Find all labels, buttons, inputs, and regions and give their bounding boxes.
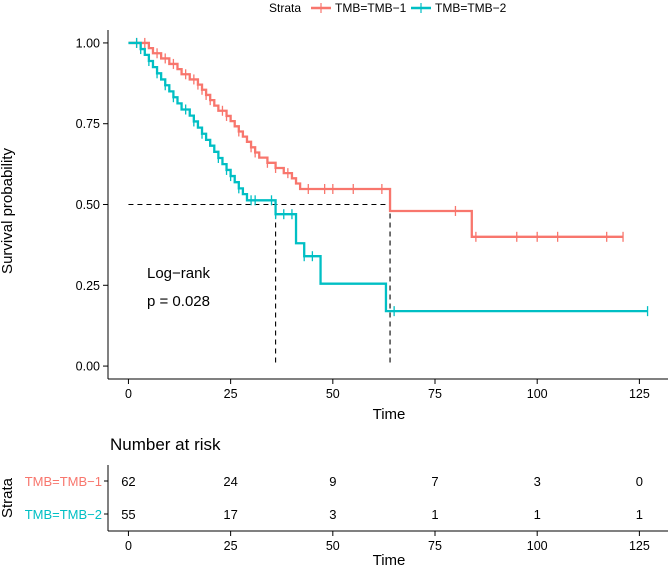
y-tick-label: 1.00 [76,36,100,50]
annotation-logrank: Log−rank [147,265,210,282]
risk-y-axis-label: Strata [0,477,16,518]
x-tick-label: 0 [125,387,132,401]
median-lines [128,203,391,367]
risk-table-title: Number at risk [110,435,221,454]
risk-count: 17 [223,507,237,522]
survival-curves [128,37,649,317]
legend-label-1: TMB=TMB−1 [335,1,407,15]
risk-count: 1 [534,507,541,522]
risk-count: 62 [121,474,135,489]
km-plot: 0.00 0.25 0.50 0.75 1.00 0 25 50 75 100 125 Log−r… [0,30,668,423]
risk-x-ticks: 0 25 50 75 100 125 [125,531,650,553]
y-axis-label: Survival probability [0,148,16,274]
risk-count: 1 [431,507,438,522]
x-tick-label: 125 [629,387,650,401]
risk-count: 1 [636,507,643,522]
risk-count: 7 [431,474,438,489]
survival-curve-1 [128,41,624,238]
risk-count: 55 [121,507,135,522]
risk-row-label: TMB=TMB−2 [25,507,102,522]
risk-x-tick-label: 125 [629,539,650,553]
y-tick-label: 0.25 [76,279,100,293]
risk-table: Number at risk TMB=TMB−1 62 24 9 7 3 0TMB=TMB−… [0,435,668,569]
risk-x-tick-label: 50 [326,539,340,553]
y-tick-label: 0.00 [76,360,100,374]
risk-count: 0 [636,474,643,489]
legend-title: Strata [269,1,301,15]
x-axis-label: Time [373,406,406,423]
y-tick-label: 0.75 [76,117,100,131]
x-tick-label: 75 [428,387,442,401]
x-ticks: 0 25 50 75 100 125 [125,379,650,401]
survival-curve-2 [128,41,648,313]
risk-row-label: TMB=TMB−1 [25,474,102,489]
legend-label-2: TMB=TMB−2 [435,1,507,15]
risk-rows: TMB=TMB−1 62 24 9 7 3 0 TMB=TMB−2 55 17 3 1 1 1 [25,474,643,522]
risk-x-tick-label: 100 [527,539,548,553]
risk-count: 9 [329,474,336,489]
risk-x-tick-label: 75 [428,539,442,553]
y-tick-label: 0.50 [76,198,100,212]
x-tick-label: 50 [326,387,340,401]
y-ticks: 0.00 0.25 0.50 0.75 1.00 [76,36,108,374]
risk-count: 24 [223,474,237,489]
risk-x-axis-label: Time [373,552,406,569]
x-tick-label: 100 [527,387,548,401]
risk-count: 3 [329,507,336,522]
x-tick-label: 25 [224,387,238,401]
legend: Strata TMB=TMB−1 TMB=TMB−2 [269,1,507,15]
risk-x-tick-label: 25 [224,539,238,553]
risk-count: 3 [534,474,541,489]
risk-x-tick-label: 0 [125,539,132,553]
annotation-pvalue: p = 0.028 [147,293,210,310]
